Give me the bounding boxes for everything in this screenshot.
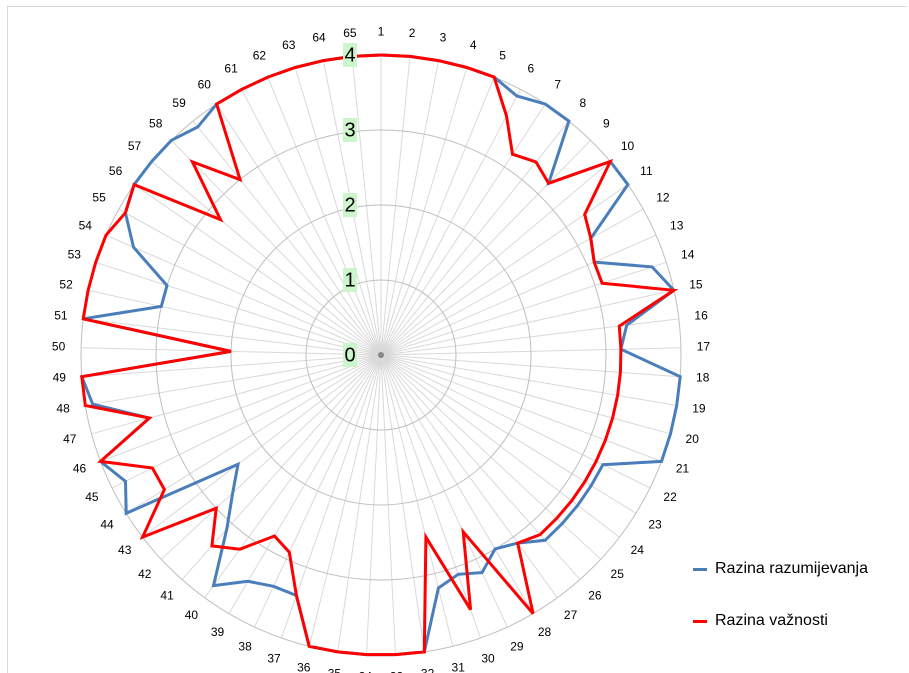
category-label-20: 20	[686, 432, 700, 446]
category-label-12: 12	[656, 190, 670, 204]
category-label-54: 54	[79, 218, 93, 232]
category-label-42: 42	[138, 567, 152, 581]
category-label-9: 9	[603, 116, 610, 130]
category-label-31: 31	[452, 660, 466, 673]
category-label-58: 58	[149, 116, 163, 130]
category-label-7: 7	[554, 77, 561, 91]
category-label-38: 38	[238, 640, 252, 654]
ring-label-bg-2	[343, 193, 357, 217]
legend-label-understanding: Razina razumijevanja	[715, 560, 868, 577]
series-line-importance	[80, 53, 679, 657]
category-label-26: 26	[588, 589, 602, 603]
category-label-64: 64	[312, 31, 326, 45]
category-label-21: 21	[676, 462, 690, 476]
category-label-19: 19	[692, 401, 706, 415]
category-labels: 1 2 34567891011121314151617181920212223242…	[52, 25, 710, 673]
category-label-44: 44	[100, 517, 114, 531]
series-layer	[79, 53, 682, 657]
category-label-35: 35	[328, 666, 342, 673]
category-label-28: 28	[538, 625, 552, 639]
category-label-56: 56	[109, 164, 123, 178]
category-label-8: 8	[580, 96, 587, 110]
chart-frame	[7, 6, 907, 673]
category-label-59: 59	[172, 96, 186, 110]
category-label-2: 2	[409, 26, 416, 40]
category-label-1: 1	[378, 25, 385, 39]
category-label-46: 46	[73, 462, 87, 476]
category-label-51: 51	[54, 308, 68, 322]
category-label-48: 48	[56, 401, 70, 415]
category-label-30: 30	[481, 651, 495, 665]
category-label-25: 25	[611, 567, 625, 581]
category-label-61: 61	[224, 62, 238, 76]
ring-label-bg-0	[343, 343, 357, 367]
category-label-13: 13	[670, 218, 684, 232]
category-label-52: 52	[59, 278, 73, 292]
category-label-10: 10	[621, 139, 635, 153]
category-label-27: 27	[564, 608, 578, 622]
category-label-36: 36	[297, 660, 311, 673]
ring-label-2: 2	[344, 194, 355, 216]
ring-label-bg-4	[343, 43, 357, 67]
category-label-45: 45	[85, 490, 99, 504]
category-label-37: 37	[267, 651, 281, 665]
category-label-3: 3	[440, 31, 447, 45]
category-label-5: 5	[499, 48, 506, 62]
category-label-40: 40	[185, 608, 199, 622]
grid-ring-1	[305, 279, 457, 431]
category-label-55: 55	[92, 190, 106, 204]
category-label-50: 50	[52, 339, 66, 353]
category-label-62: 62	[253, 48, 267, 62]
category-label-41: 41	[160, 589, 174, 603]
category-label-49: 49	[53, 371, 67, 385]
category-label-6: 6	[528, 62, 535, 76]
ring-label-3: 3	[344, 119, 355, 141]
ring-label-0: 0	[344, 344, 355, 366]
category-label-57: 57	[128, 139, 142, 153]
category-label-17: 17	[697, 339, 711, 353]
category-label-34: 34	[359, 669, 373, 673]
category-label-39: 39	[211, 625, 225, 639]
category-label-32: 32	[421, 666, 435, 673]
legend-item-importance: Razina važnosti	[693, 610, 868, 632]
legend-item-understanding: Razina razumijevanja	[693, 558, 868, 580]
category-label-24: 24	[631, 543, 645, 557]
category-label-65: 65	[343, 26, 357, 40]
category-label-22: 22	[663, 490, 677, 504]
category-label-18: 18	[696, 371, 710, 385]
category-label-47: 47	[63, 432, 77, 446]
category-label-60: 60	[198, 77, 212, 91]
ring-labels: 0 1 2 3 4	[343, 43, 384, 367]
grid-ring-2	[230, 204, 532, 506]
ring-label-4: 4	[344, 44, 355, 66]
legend: Razina razumijevanja Razina važnosti	[693, 558, 868, 662]
grid-ring-3	[155, 129, 607, 581]
category-label-16: 16	[694, 308, 708, 322]
category-label-43: 43	[118, 543, 132, 557]
category-label-29: 29	[510, 640, 524, 654]
category-label-14: 14	[681, 247, 695, 261]
ring-label-bg-3	[343, 118, 357, 142]
category-label-23: 23	[648, 517, 662, 531]
ring-label-1: 1	[344, 269, 355, 291]
category-label-11: 11	[640, 164, 653, 178]
category-label-4: 4	[470, 38, 477, 52]
ring-label-bg-1	[343, 268, 357, 292]
center-point	[378, 352, 384, 358]
legend-swatch-understanding	[693, 567, 707, 571]
category-label-53: 53	[68, 247, 82, 261]
legend-label-importance: Razina važnosti	[715, 612, 828, 629]
category-label-63: 63	[282, 38, 296, 52]
category-label-15: 15	[689, 278, 703, 292]
legend-swatch-importance	[693, 619, 707, 623]
category-label-33: 33	[390, 669, 404, 673]
